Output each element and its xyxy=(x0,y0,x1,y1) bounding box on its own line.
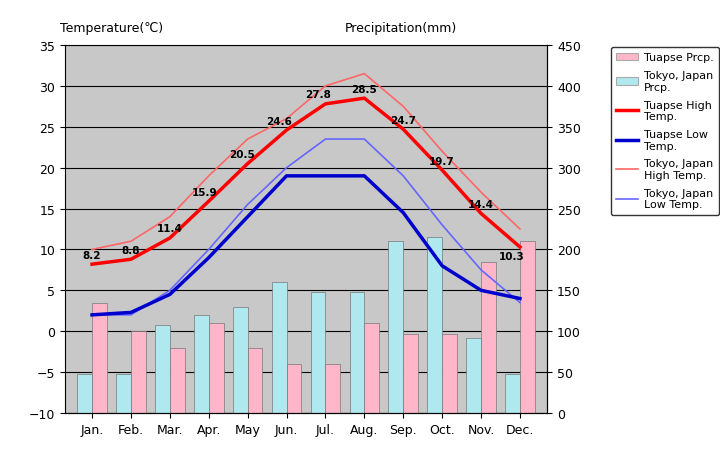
Bar xyxy=(77,374,92,413)
Bar xyxy=(350,292,364,413)
Bar xyxy=(155,325,170,413)
Bar xyxy=(287,364,302,413)
Text: Temperature(℃): Temperature(℃) xyxy=(60,22,163,35)
Bar xyxy=(116,374,131,413)
Text: 15.9: 15.9 xyxy=(192,187,217,197)
Text: 28.5: 28.5 xyxy=(351,84,377,95)
Bar xyxy=(271,283,287,413)
Bar xyxy=(131,331,145,413)
Bar xyxy=(467,338,481,413)
Bar xyxy=(310,292,325,413)
Bar xyxy=(481,262,496,413)
Bar xyxy=(364,323,379,413)
Bar xyxy=(92,303,107,413)
Bar xyxy=(442,334,457,413)
Bar xyxy=(248,348,262,413)
Text: 14.4: 14.4 xyxy=(468,200,494,209)
Text: 24.7: 24.7 xyxy=(390,115,416,125)
Text: Precipitation(mm): Precipitation(mm) xyxy=(345,22,457,35)
Text: 19.7: 19.7 xyxy=(429,156,455,166)
Bar xyxy=(403,334,418,413)
Bar xyxy=(209,323,223,413)
Text: 8.8: 8.8 xyxy=(122,245,140,255)
Bar xyxy=(505,374,520,413)
Bar xyxy=(325,364,341,413)
Text: 10.3: 10.3 xyxy=(499,252,525,262)
Bar xyxy=(170,348,184,413)
Bar xyxy=(389,242,403,413)
Text: 24.6: 24.6 xyxy=(266,116,292,126)
Bar xyxy=(194,315,209,413)
Text: 20.5: 20.5 xyxy=(229,150,255,160)
Text: 11.4: 11.4 xyxy=(157,224,183,234)
Text: 27.8: 27.8 xyxy=(305,90,330,100)
Legend: Tuapse Prcp., Tokyo, Japan
Prcp., Tuapse High
Temp., Tuapse Low
Temp., Tokyo, Ja: Tuapse Prcp., Tokyo, Japan Prcp., Tuapse… xyxy=(611,48,719,215)
Bar xyxy=(428,238,442,413)
Text: 8.2: 8.2 xyxy=(83,250,102,260)
Bar xyxy=(233,307,248,413)
Bar xyxy=(520,242,535,413)
